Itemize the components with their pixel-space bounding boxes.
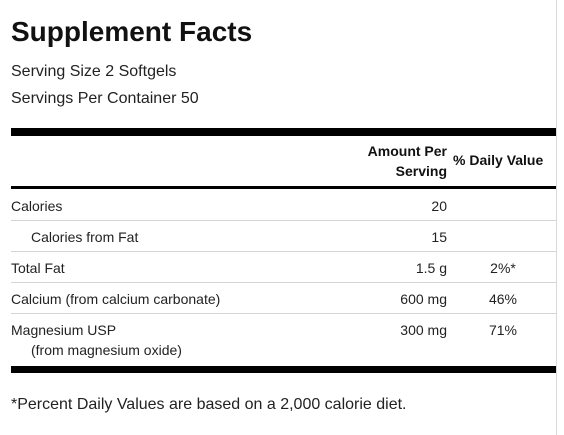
nutrient-amount: 600 mg (400, 291, 447, 307)
nutrient-amount: 20 (431, 198, 447, 214)
thick-divider-top (11, 128, 556, 136)
serving-size: Serving Size 2 Softgels (11, 63, 177, 80)
amount-header-line1: Amount Per (367, 143, 447, 159)
daily-value-footnote: *Percent Daily Values are based on a 2,0… (11, 396, 407, 413)
servings-per-container: Servings Per Container 50 (11, 90, 199, 107)
nutrient-daily-value: 2%* (490, 260, 516, 276)
thick-divider-bottom (11, 366, 556, 373)
amount-header-line2: Serving (395, 163, 447, 179)
nutrient-amount: 1.5 g (415, 260, 447, 276)
nutrient-daily-value: 71% (488, 322, 518, 338)
nutrient-row-calories: Calories 20 (11, 189, 556, 221)
page-title: Supplement Facts (11, 16, 253, 47)
nutrient-row-total-fat: Total Fat 1.5 g 2%* (11, 252, 556, 283)
nutrient-name: Total Fat (11, 260, 65, 276)
nutrient-name: Calories from Fat (31, 229, 139, 245)
nutrient-row-magnesium: Magnesium USP (from magnesium oxide) 300… (11, 314, 556, 366)
nutrient-daily-value: 46% (488, 291, 518, 307)
header-divider (11, 186, 556, 189)
nutrient-row-calcium: Calcium (from calcium carbonate) 600 mg … (11, 283, 556, 314)
nutrient-row-calories-from-fat: Calories from Fat 15 (11, 221, 556, 252)
daily-value-header: % Daily Value (453, 152, 544, 168)
nutrient-amount: 15 (431, 229, 447, 245)
nutrient-source: (from magnesium oxide) (31, 342, 182, 358)
nutrient-name: Calories (11, 198, 63, 214)
nutrient-amount: 300 mg (400, 322, 447, 338)
nutrient-name: Calcium (from calcium carbonate) (11, 291, 221, 307)
amount-per-serving-header: Amount Per Serving (340, 141, 447, 181)
nutrient-name: Magnesium USP (11, 322, 117, 338)
